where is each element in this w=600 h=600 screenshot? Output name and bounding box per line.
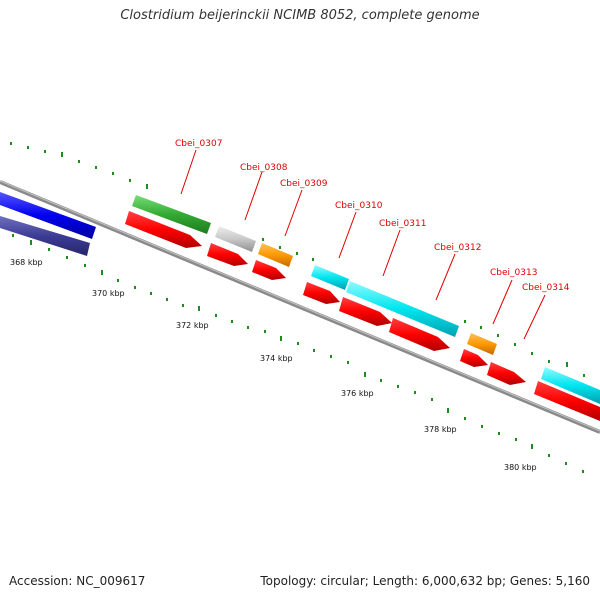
feature-cyan-3 <box>541 367 600 404</box>
cds-arrow-0311a <box>339 297 392 326</box>
cds-arrow-0313 <box>460 349 488 367</box>
scale-label-370: 370 kbp <box>92 289 125 298</box>
gene-label-0308: Cbei_0308 <box>240 163 288 173</box>
cds-arrow-0307 <box>125 211 202 248</box>
scale-label-380: 380 kbp <box>504 463 537 472</box>
scale-label-376: 376 kbp <box>341 389 374 398</box>
feature-orange-1 <box>258 243 293 267</box>
cds-arrow-0308 <box>207 243 248 266</box>
cds-arrow-edge <box>534 381 600 421</box>
feature-blue <box>0 192 96 239</box>
inner-tick-ring <box>12 234 584 473</box>
feature-green-forward <box>132 195 211 234</box>
gene-label-0310: Cbei_0310 <box>335 201 383 211</box>
feature-cyan-2 <box>346 281 459 337</box>
cds-arrow-0310 <box>303 282 340 304</box>
cds-arrow-0314 <box>487 362 526 385</box>
outer-tick-ring <box>10 142 585 377</box>
gene-label-0309: Cbei_0309 <box>280 179 328 189</box>
genome-summary-text: Topology: circular; Length: 6,000,632 bp… <box>260 574 590 588</box>
scale-label-372: 372 kbp <box>176 321 209 330</box>
feature-orange-2 <box>467 333 497 355</box>
scale-label-378: 378 kbp <box>424 425 457 434</box>
feature-cyan-1 <box>311 265 349 290</box>
gene-label-0311: Cbei_0311 <box>379 219 426 229</box>
genome-backbone <box>0 180 600 434</box>
gene-label-0314: Cbei_0314 <box>522 283 570 293</box>
feature-navy <box>0 216 90 256</box>
map-title: Clostridium beijerinckii NCIMB 8052, com… <box>120 8 480 23</box>
cds-arrow-0309 <box>252 260 286 280</box>
scale-label-368: 368 kbp <box>10 258 43 267</box>
gene-label-0312: Cbei_0312 <box>434 243 481 253</box>
gene-label-0313: Cbei_0313 <box>490 268 537 278</box>
cds-arrow-0311b <box>389 318 450 351</box>
gene-label-0307: Cbei_0307 <box>175 139 222 149</box>
feature-grey <box>215 226 256 252</box>
gene-label-leaders <box>180 149 546 340</box>
accession-text: Accession: NC_009617 <box>9 574 146 588</box>
scale-label-374: 374 kbp <box>260 354 293 363</box>
